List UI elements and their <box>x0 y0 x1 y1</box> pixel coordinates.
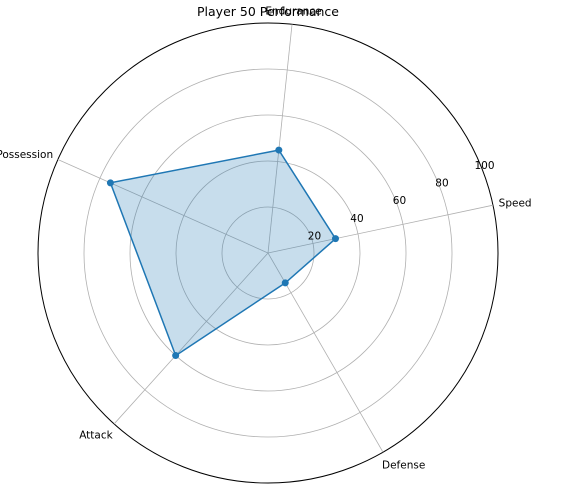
axis-label-endurance: Endurance <box>265 5 321 17</box>
grid-ring-60 <box>129 114 407 392</box>
label-layer: 20 40 60 80 100 Speed Endurance Possession Attac… <box>0 5 532 471</box>
data-point-endurance <box>275 146 283 154</box>
spoke-possession <box>57 159 269 254</box>
chart-title: Player 50 Performance <box>197 4 339 19</box>
grid-ring-40 <box>175 160 361 346</box>
axis-label-possession: Possession <box>0 149 53 161</box>
grid-ring-20 <box>221 206 315 300</box>
grid-layer <box>37 22 499 484</box>
r-tick-label: 100 <box>474 160 494 172</box>
r-tick-label: 40 <box>350 213 363 225</box>
outer-ring <box>37 22 499 484</box>
spoke-attack <box>113 252 269 425</box>
data-point-speed <box>331 235 339 243</box>
series-line <box>109 149 337 357</box>
axis-label-speed: Speed <box>499 197 532 209</box>
data-point-defense <box>281 279 289 287</box>
r-tick-label: 60 <box>393 195 406 207</box>
spoke-endurance <box>267 24 293 254</box>
r-tick-label: 20 <box>308 230 321 242</box>
axis-label-attack: Attack <box>79 429 113 441</box>
data-layer <box>106 146 339 360</box>
spoke-defense <box>267 252 384 453</box>
data-point-possession <box>106 179 114 187</box>
data-point-attack <box>172 352 180 360</box>
spoke-speed <box>267 204 494 254</box>
series-fill <box>110 150 336 356</box>
r-tick-label: 80 <box>435 178 448 190</box>
grid-ring-80 <box>83 68 453 438</box>
axis-label-defense: Defense <box>382 459 425 471</box>
